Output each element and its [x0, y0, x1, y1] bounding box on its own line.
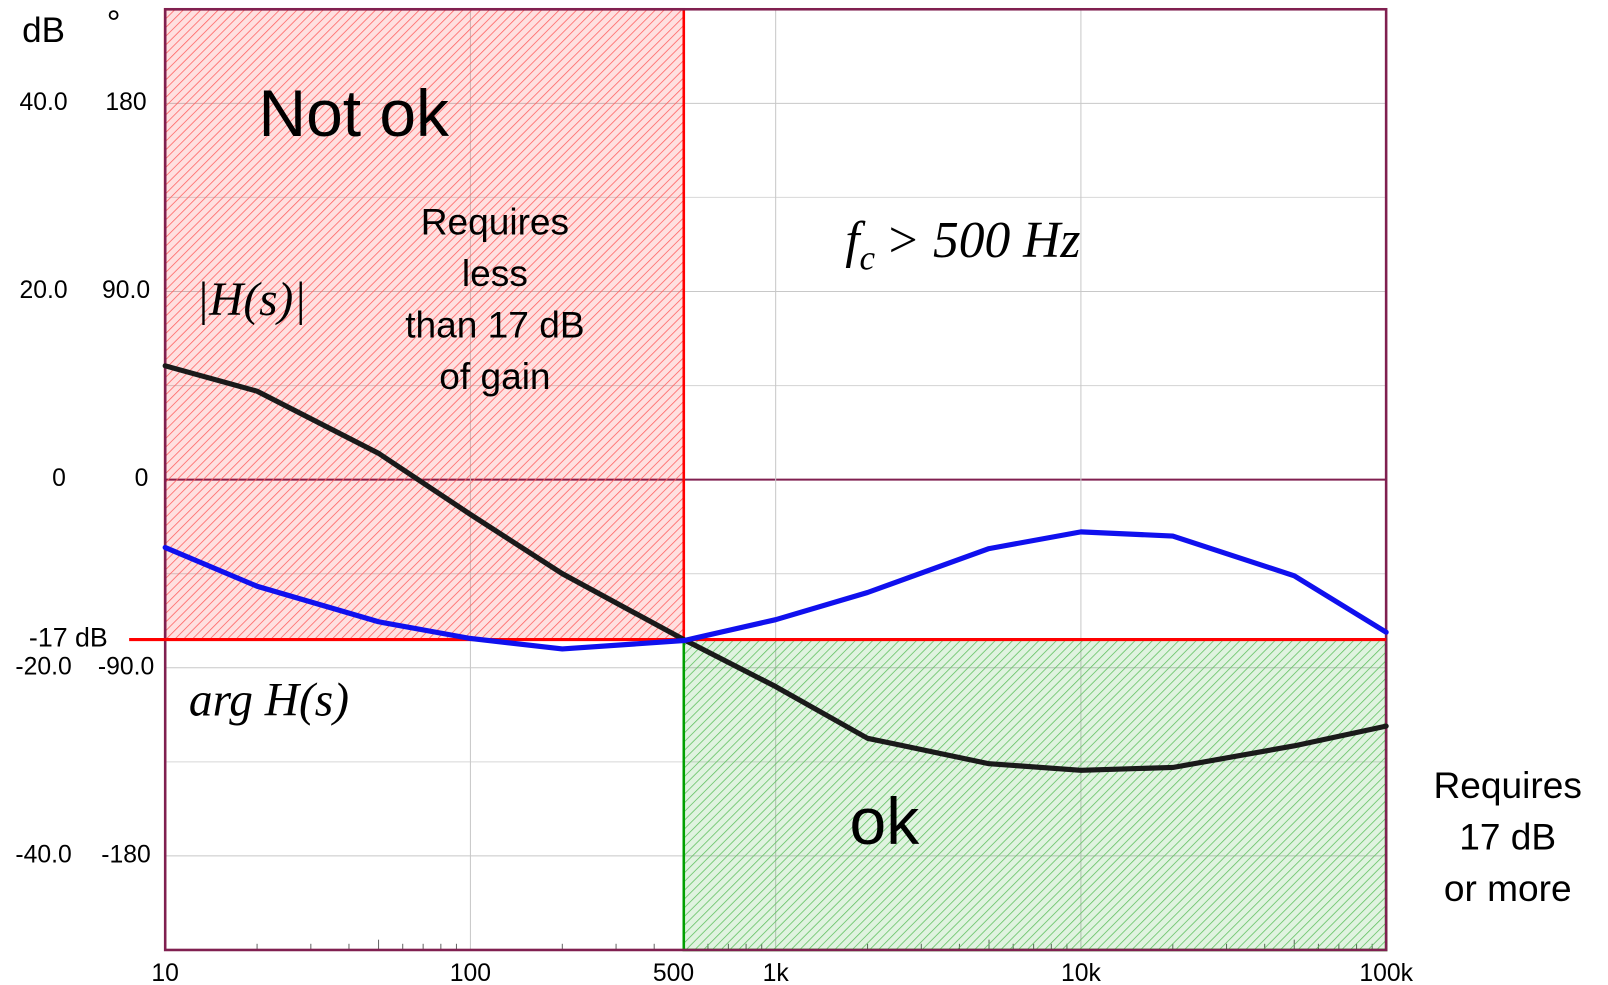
- x-tick-label: 500: [653, 960, 694, 985]
- x-tick-label: 100k: [1359, 960, 1413, 985]
- region-label: Not ok: [258, 76, 450, 150]
- region-hatch: [682, 638, 1388, 952]
- condition-sub: c: [860, 239, 876, 278]
- y-tick-label: -20.0: [15, 653, 71, 680]
- region-note: less: [462, 252, 528, 294]
- x-tick-label: 1k: [763, 960, 790, 985]
- x-tick-label: 10: [151, 960, 179, 985]
- plot-frame: [163, 7, 1388, 952]
- threshold-label: -17 dB: [29, 623, 108, 653]
- condition: fc > 500 Hz: [845, 212, 1080, 278]
- region-label: ok: [850, 784, 921, 858]
- y-tick-label: -40.0: [15, 841, 71, 868]
- y-tick-label: 0: [52, 465, 66, 492]
- y2-tick-label: 180: [105, 89, 146, 116]
- region-note: Requires: [1434, 764, 1582, 806]
- series-label: arg H(s): [189, 675, 349, 727]
- y2-tick-label: -180: [101, 841, 150, 868]
- x-tick-label: 100: [450, 960, 491, 985]
- region-note: Requires: [421, 200, 569, 242]
- y-tick-label: 20.0: [20, 277, 68, 304]
- y2-axis-label: °: [107, 4, 121, 43]
- y-tick-label: 40.0: [20, 89, 68, 116]
- series-line: [162, 529, 1389, 652]
- series-label: |H(s)|: [196, 274, 306, 326]
- y2-tick-label: 0: [135, 465, 149, 492]
- region-note: or more: [1444, 867, 1572, 909]
- region-note: of gain: [439, 355, 550, 397]
- condition-text: > 500 Hz: [885, 212, 1080, 269]
- region-note: 17 dB: [1459, 816, 1556, 858]
- series-line: [162, 363, 1389, 773]
- region-note: than 17 dB: [405, 303, 584, 345]
- y-axis-label: dB: [22, 11, 65, 50]
- x-tick-label: 10k: [1061, 960, 1101, 985]
- region-hatch: [163, 7, 686, 641]
- y2-tick-label: 90.0: [102, 277, 150, 304]
- y2-tick-label: -90.0: [98, 653, 154, 680]
